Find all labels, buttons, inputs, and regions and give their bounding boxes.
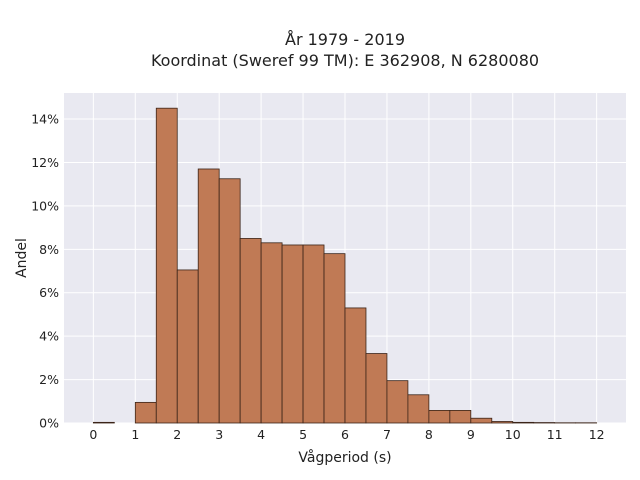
x-tick-label: 3 xyxy=(215,427,223,442)
x-tick-label: 11 xyxy=(547,427,563,442)
x-tick-label: 0 xyxy=(89,427,97,442)
x-tick-labels: 0 1 2 3 4 5 6 7 8 9 10 11 12 xyxy=(89,427,604,442)
x-tick-label: 8 xyxy=(425,427,433,442)
histogram-bar xyxy=(155,107,178,424)
x-tick-label: 12 xyxy=(589,427,605,442)
x-axis-label: Vågperiod (s) xyxy=(298,449,391,466)
x-tick-label: 7 xyxy=(383,427,391,442)
histogram-bar xyxy=(323,253,346,424)
y-axis-label: Andel xyxy=(14,238,30,278)
histogram-bar xyxy=(344,307,367,424)
histogram-bar xyxy=(260,242,283,424)
y-tick-label: 0% xyxy=(39,416,59,431)
histogram-bar xyxy=(302,244,325,424)
x-tick-label: 1 xyxy=(131,427,139,442)
y-tick-label: 6% xyxy=(39,285,59,300)
histogram-bar xyxy=(92,421,115,424)
x-tick-label: 10 xyxy=(505,427,521,442)
x-tick-label: 9 xyxy=(467,427,475,442)
bars xyxy=(92,107,598,424)
histogram-bar xyxy=(365,353,388,424)
y-tick-label: 8% xyxy=(39,242,59,257)
x-tick-label: 2 xyxy=(173,427,181,442)
histogram-bar xyxy=(176,269,199,424)
histogram-bar xyxy=(218,178,241,424)
histogram-bar xyxy=(239,238,262,424)
x-tick-label: 5 xyxy=(299,427,307,442)
x-tick-label: 6 xyxy=(341,427,349,442)
y-tick-label: 4% xyxy=(39,329,59,344)
histogram-bar xyxy=(428,410,451,424)
histogram-bar xyxy=(407,394,430,424)
y-tick-label: 14% xyxy=(31,112,59,127)
y-tick-label: 2% xyxy=(39,372,59,387)
chart-title-line-1: År 1979 - 2019 xyxy=(285,30,405,49)
chart-title-line-2: Koordinat (Sweref 99 TM): E 362908, N 62… xyxy=(151,51,539,70)
x-tick-label: 4 xyxy=(257,427,265,442)
y-tick-labels: 0% 2% 4% 6% 8% 10% 12% 14% xyxy=(31,112,59,431)
histogram-bar xyxy=(134,401,157,424)
y-tick-label: 10% xyxy=(31,198,59,213)
histogram-bar xyxy=(491,421,514,424)
histogram-bar xyxy=(197,168,220,424)
histogram-bar xyxy=(386,380,409,424)
histogram-bar xyxy=(512,421,535,424)
histogram-bar xyxy=(470,417,493,424)
histogram-bar xyxy=(281,244,304,424)
histogram-bar xyxy=(449,410,472,424)
y-tick-label: 12% xyxy=(31,155,59,170)
